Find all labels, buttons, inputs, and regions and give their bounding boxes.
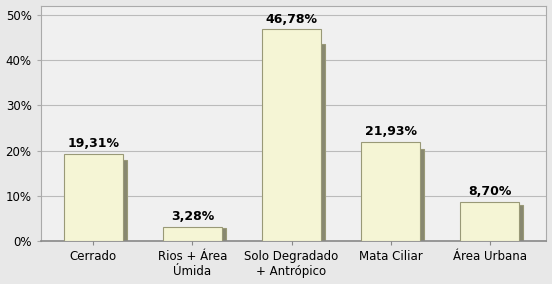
- Bar: [464, 205, 523, 241]
- Text: 8,70%: 8,70%: [468, 185, 512, 198]
- Bar: [167, 227, 226, 241]
- Bar: [460, 202, 519, 241]
- Text: 19,31%: 19,31%: [67, 137, 119, 150]
- Text: 21,93%: 21,93%: [365, 125, 417, 138]
- Text: 46,78%: 46,78%: [266, 12, 317, 26]
- Bar: [361, 142, 421, 241]
- Bar: [262, 29, 321, 241]
- Bar: [163, 227, 222, 241]
- Bar: [63, 154, 123, 241]
- Text: 3,28%: 3,28%: [171, 210, 214, 223]
- Bar: [266, 44, 325, 241]
- Bar: [365, 149, 424, 241]
- Bar: [67, 160, 127, 241]
